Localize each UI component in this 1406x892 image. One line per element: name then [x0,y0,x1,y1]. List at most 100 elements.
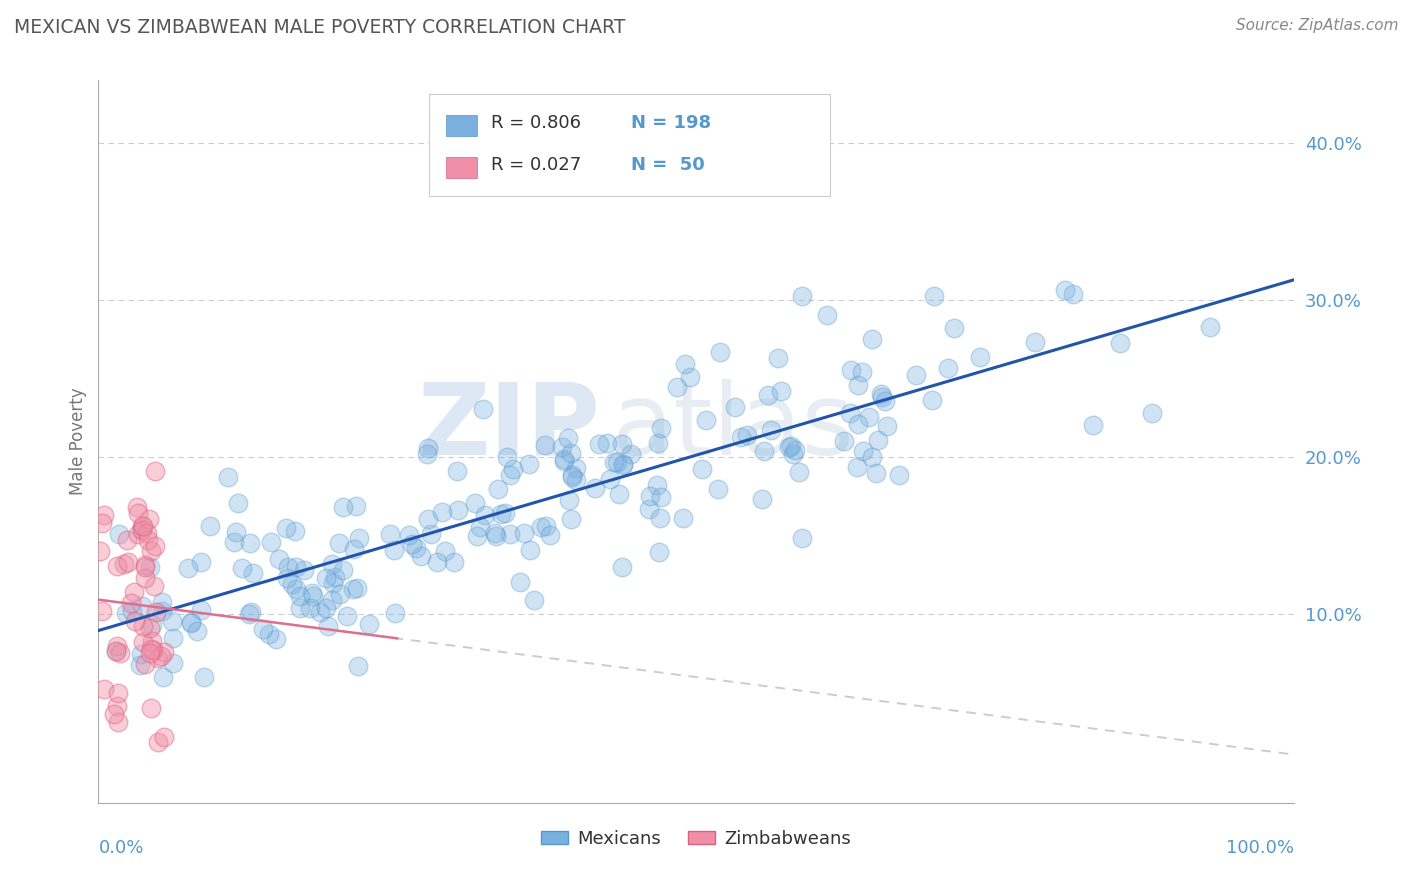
Point [222,535,245,549]
Point [790,289,813,303]
Point [152,670,174,684]
Point [143,464,166,478]
Point [851,366,873,380]
Point [217,470,239,484]
Point [89,544,111,558]
Point [242,566,264,581]
Point [180,616,202,631]
Text: ZIP: ZIP [418,378,600,475]
Point [943,320,966,334]
Point [887,468,910,483]
Point [1024,335,1046,350]
Point [150,648,173,663]
Point [512,525,534,540]
Point [612,457,634,471]
Point [269,552,291,566]
Point [290,601,312,615]
Point [134,558,156,573]
Point [276,571,298,585]
Point [839,406,862,420]
Point [782,446,804,460]
Point [434,544,457,558]
Point [342,582,364,597]
Point [486,482,509,496]
Point [132,635,155,649]
Point [239,535,262,549]
Point [281,577,304,591]
Point [238,607,260,621]
Point [1053,283,1076,297]
Point [583,482,606,496]
Text: R = 0.027: R = 0.027 [491,156,581,174]
Y-axis label: Male Poverty: Male Poverty [69,388,87,495]
Point [146,650,169,665]
Point [231,561,253,575]
Point [770,384,793,398]
Point [692,462,714,476]
Text: N =  50: N = 50 [631,156,704,174]
Point [752,443,775,458]
Point [560,512,582,526]
Point [865,466,887,480]
Point [868,433,890,447]
Point [534,519,557,533]
Point [131,647,153,661]
Point [309,605,332,619]
Point [860,450,883,465]
Point [321,557,343,571]
Point [411,549,433,563]
Point [530,520,553,534]
Point [264,632,287,646]
Point [322,576,344,591]
Point [650,421,672,435]
Point [484,525,506,540]
Point [523,593,546,607]
Point [418,441,440,455]
Legend: Mexicans, Zimbabweans: Mexicans, Zimbabweans [534,822,858,855]
Point [298,601,321,615]
Point [620,447,643,461]
Point [105,644,128,658]
Point [565,461,588,475]
Point [107,715,129,730]
Point [131,519,153,533]
Point [91,516,114,530]
Point [426,555,449,569]
Point [1062,286,1084,301]
Text: N = 198: N = 198 [631,114,711,132]
Point [107,686,129,700]
Point [125,500,148,514]
Point [382,543,405,558]
Point [90,604,112,618]
Point [560,446,582,460]
Point [509,574,531,589]
Point [499,527,522,541]
Point [446,464,468,478]
Point [561,470,583,484]
Point [606,455,628,469]
Point [198,519,221,533]
Point [969,351,991,365]
Point [332,500,354,514]
Point [150,595,173,609]
Point [465,529,488,543]
Point [131,522,153,536]
Point [517,457,540,471]
Point [447,503,470,517]
Point [240,605,263,619]
Point [723,400,745,414]
Point [607,487,630,501]
Point [647,435,669,450]
Point [778,440,800,454]
Point [193,670,215,684]
Point [401,537,423,551]
Text: 100.0%: 100.0% [1226,838,1294,857]
Text: 0.0%: 0.0% [98,838,143,857]
Point [860,332,883,346]
Point [329,587,352,601]
Point [346,659,368,673]
Point [139,642,162,657]
Point [735,427,758,442]
Point [709,344,731,359]
Point [922,289,945,303]
